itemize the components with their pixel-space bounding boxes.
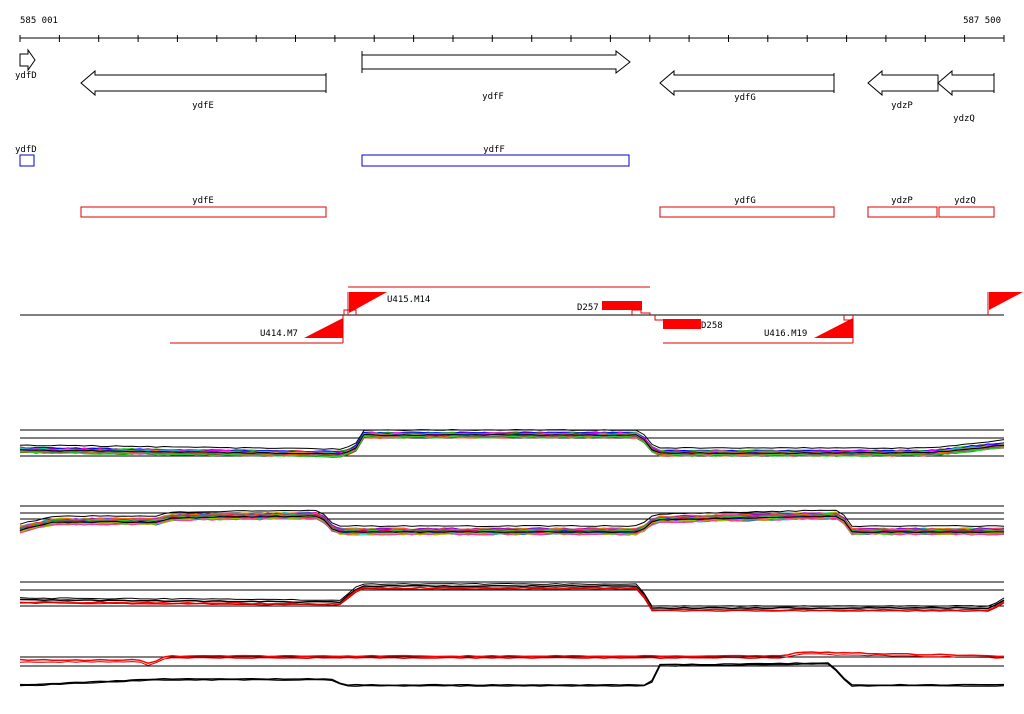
expression-trace	[19, 662, 1005, 687]
red-annotation-label-ydfE: ydfE	[192, 196, 214, 206]
expression-trace	[19, 582, 1005, 608]
promoter-flag-U415[interactable]	[349, 292, 387, 313]
transcription-unit-label-U416: U416.M19	[764, 329, 807, 339]
blue-annotation-box-ydfF[interactable]	[361, 154, 630, 167]
transcription-unit-label-U414: U414.M7	[260, 329, 298, 339]
terminator-mark-U416-start	[654, 315, 663, 321]
deletion-feature-D257[interactable]	[602, 301, 642, 310]
promoter-flag-right-edge[interactable]	[989, 292, 1023, 310]
red-annotation-label-ydfG: ydfG	[734, 196, 756, 206]
expression-trace	[19, 587, 1005, 612]
blue-annotation-track: ydfD ydfF	[15, 145, 630, 167]
expression-trace	[19, 515, 1005, 535]
red-annotation-label-ydzP: ydzP	[891, 196, 913, 206]
terminator-mark-U416-end	[843, 315, 853, 321]
gene-label-ydfF: ydfF	[482, 92, 504, 102]
red-annotation-label-ydzQ: ydzQ	[954, 196, 976, 206]
gene-label-ydfD: ydfD	[15, 71, 37, 81]
expression-trace	[19, 663, 1005, 687]
gene-label-ydfE: ydfE	[192, 101, 214, 111]
deletion-label-D258: D258	[701, 321, 723, 331]
deletion-label-D257: D257	[577, 303, 599, 313]
expression-panels	[19, 428, 1005, 687]
terminator-mark-U415-end	[631, 309, 651, 315]
gene-arrow-ydfG[interactable]	[659, 69, 835, 97]
ruler-ticks	[19, 35, 1005, 42]
red-annotation-box-ydzP[interactable]	[867, 206, 938, 218]
expression-trace	[19, 584, 1005, 610]
expression-trace	[19, 509, 1005, 528]
gene-arrow-ydfF[interactable]	[361, 49, 631, 75]
promoter-flag-U414[interactable]	[304, 318, 343, 338]
gene-label-ydfG: ydfG	[734, 93, 756, 103]
ruler-start-label: 585 001	[20, 16, 58, 26]
ruler-end-label: 587 500	[963, 16, 1001, 26]
expression-panel-4	[19, 651, 1005, 667]
expression-trace	[19, 513, 1005, 533]
expression-trace	[19, 516, 1005, 536]
gene-label-ydzP: ydzP	[891, 101, 913, 111]
terminator-mark-U415-start	[343, 309, 357, 315]
expression-panel-2	[19, 505, 1005, 536]
gene-arrow-ydzP[interactable]	[867, 69, 939, 97]
expression-trace	[19, 433, 1005, 455]
expression-trace	[19, 586, 1005, 612]
red-annotation-box-ydzQ[interactable]	[938, 206, 995, 218]
expression-panel-3	[19, 581, 1005, 612]
expression-trace	[19, 428, 1005, 450]
expression-panel-4b	[19, 662, 1005, 687]
gene-arrow-ydfD[interactable]	[19, 48, 36, 72]
red-annotation-box-ydfE[interactable]	[80, 206, 327, 218]
expression-trace	[19, 651, 1005, 664]
red-annotation-box-ydfG[interactable]	[659, 206, 835, 218]
expression-trace	[19, 435, 1005, 458]
expression-panel-1	[19, 428, 1005, 458]
deletion-feature-D258[interactable]	[663, 319, 701, 329]
promoter-flag-U416[interactable]	[814, 318, 853, 338]
gene-arrow-ydfE[interactable]	[80, 69, 327, 97]
blue-annotation-box-ydfD[interactable]	[19, 154, 35, 167]
expression-trace	[19, 515, 1005, 534]
expression-trace	[19, 653, 1005, 667]
red-annotation-track: ydfE ydfG ydzP ydzQ	[80, 196, 995, 218]
gene-arrow-ydzQ[interactable]	[937, 69, 995, 97]
blue-annotation-label-ydfD: ydfD	[15, 145, 37, 155]
transcription-unit-track: U415.M14 D257 U414.M7 D258 U416.M19	[20, 286, 1023, 344]
gene-arrow-track: ydfD ydfE ydfF ydfG ydzP ydzQ	[15, 48, 995, 124]
coordinate-ruler: 585 001 587 500	[19, 16, 1005, 42]
gene-label-ydzQ: ydzQ	[953, 114, 975, 124]
blue-annotation-label-ydfF: ydfF	[483, 145, 505, 155]
transcription-unit-label-U415: U415.M14	[387, 295, 430, 305]
